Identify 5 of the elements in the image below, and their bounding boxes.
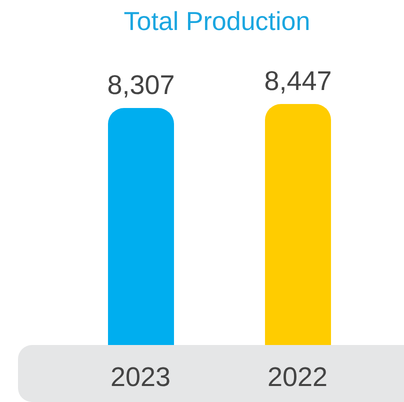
data-label: 8,307	[107, 70, 175, 100]
data-label: 8,447	[264, 66, 332, 96]
chart-title: Total Production	[122, 6, 312, 37]
x-tick-label: 2023	[110, 362, 171, 392]
x-tick-label: 2022	[267, 362, 328, 392]
